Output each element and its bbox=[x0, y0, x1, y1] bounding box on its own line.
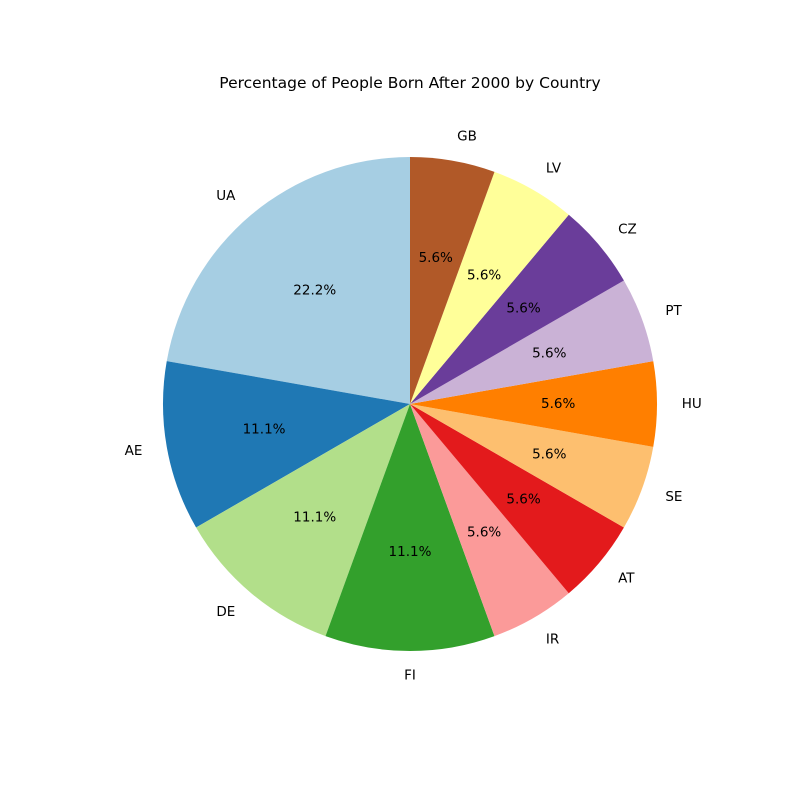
slice-percent-pt: 5.6% bbox=[532, 345, 566, 361]
slice-label-ae: AE bbox=[125, 443, 143, 459]
pie-slice-lv bbox=[410, 171, 569, 404]
slice-percent-hu: 5.6% bbox=[541, 396, 575, 412]
pie-slice-at bbox=[410, 404, 624, 594]
pie-slice-ae bbox=[163, 361, 410, 528]
slice-percent-ua: 22.2% bbox=[293, 282, 336, 298]
slice-label-pt: PT bbox=[665, 303, 682, 319]
slice-label-hu: HU bbox=[682, 396, 702, 412]
slice-percent-lv: 5.6% bbox=[467, 268, 501, 284]
slice-percent-ir: 5.6% bbox=[467, 524, 501, 540]
slice-percent-ae: 11.1% bbox=[243, 422, 286, 438]
slice-label-de: DE bbox=[216, 604, 235, 620]
slice-label-se: SE bbox=[665, 489, 682, 505]
slice-label-cz: CZ bbox=[618, 221, 637, 237]
pie-slice-cz bbox=[410, 214, 624, 404]
pie-labels: UA 22.2% AE 11.1% DE 11.1% FI 11.1% IR 5.6% AT 5.6%… bbox=[125, 128, 702, 683]
chart-title: Percentage of People Born After 2000 by … bbox=[219, 74, 600, 92]
pie-slice-pt bbox=[410, 280, 654, 404]
slice-label-fi: FI bbox=[404, 668, 416, 684]
pie-slices bbox=[163, 157, 657, 651]
pie-slice-se bbox=[410, 404, 654, 528]
pie-slice-de bbox=[196, 404, 410, 637]
slice-label-lv: LV bbox=[546, 161, 562, 177]
pie-slice-gb bbox=[410, 157, 495, 404]
slice-percent-fi: 11.1% bbox=[389, 544, 432, 560]
pie-slice-fi bbox=[325, 404, 495, 651]
slice-label-ir: IR bbox=[546, 631, 559, 647]
slice-label-at: AT bbox=[618, 571, 635, 587]
pie-slice-ir bbox=[410, 404, 569, 637]
slice-percent-de: 11.1% bbox=[293, 510, 336, 526]
slice-percent-gb: 5.6% bbox=[419, 250, 453, 266]
slice-label-ua: UA bbox=[216, 188, 236, 204]
pie-slice-hu bbox=[410, 361, 657, 447]
slice-percent-at: 5.6% bbox=[506, 491, 540, 507]
slice-label-gb: GB bbox=[457, 128, 477, 144]
pie-slice-ua bbox=[166, 157, 410, 404]
slice-percent-cz: 5.6% bbox=[506, 301, 540, 317]
slice-percent-se: 5.6% bbox=[532, 447, 566, 463]
